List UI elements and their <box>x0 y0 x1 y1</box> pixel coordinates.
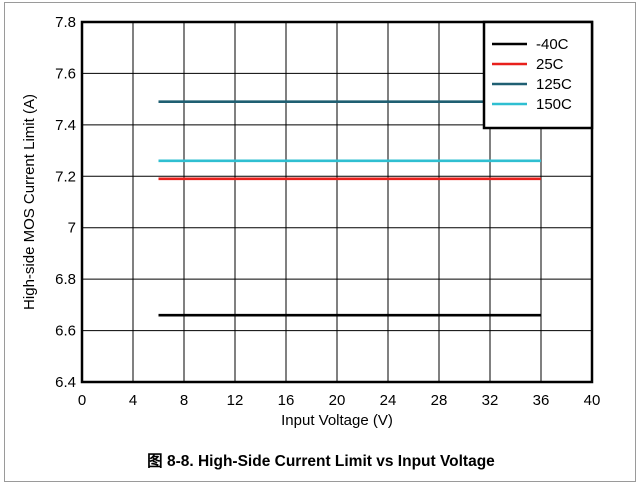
x-tick-label: 24 <box>380 392 397 409</box>
chart: 0 4 8 12 16 20 24 28 32 36 40 6.4 6.6 6.8 7 7.2 7.4 7.6 7.… <box>21 14 600 429</box>
x-tick-label: 32 <box>482 392 499 409</box>
x-tick-label: 8 <box>180 392 188 409</box>
series-lines <box>158 100 541 317</box>
y-tick-label: 7.8 <box>55 14 76 31</box>
plot-frame <box>80 20 594 384</box>
y-tick-label: 6.8 <box>55 271 76 288</box>
legend-label: 25C <box>536 56 564 73</box>
y-tick-label: 7.2 <box>55 168 76 185</box>
x-tick-label: 36 <box>533 392 550 409</box>
y-tick-label: 6.4 <box>55 374 76 391</box>
x-tick-label: 4 <box>129 392 137 409</box>
x-tick-label: 20 <box>329 392 346 409</box>
x-tick-label: 28 <box>431 392 448 409</box>
y-tick-label: 7.6 <box>55 65 76 82</box>
legend-label: 150C <box>536 96 572 113</box>
y-tick-label: 7 <box>68 220 76 237</box>
legend: -40C 25C 125C 150C <box>482 20 594 130</box>
figure-caption: 图 8-8. High-Side Current Limit vs Input … <box>147 453 495 470</box>
legend-label: -40C <box>536 36 569 53</box>
x-tick-label: 0 <box>78 392 86 409</box>
tick-labels: 0 4 8 12 16 20 24 28 32 36 40 6.4 6.6 6.8 7 7.2 7.4 7.6 7.… <box>55 14 600 409</box>
x-axis-label: Input Voltage (V) <box>281 412 393 429</box>
x-tick-label: 40 <box>584 392 601 409</box>
y-tick-label: 6.6 <box>55 323 76 340</box>
x-tick-label: 16 <box>278 392 295 409</box>
y-tick-label: 7.4 <box>55 117 76 134</box>
figure: 0 4 8 12 16 20 24 28 32 36 40 6.4 6.6 6.8 7 7.2 7.4 7.6 7.… <box>4 2 636 482</box>
y-axis-label: High-side MOS Current Limit (A) <box>21 94 38 310</box>
legend-box <box>482 20 594 130</box>
legend-label: 125C <box>536 76 572 93</box>
x-tick-label: 12 <box>227 392 244 409</box>
